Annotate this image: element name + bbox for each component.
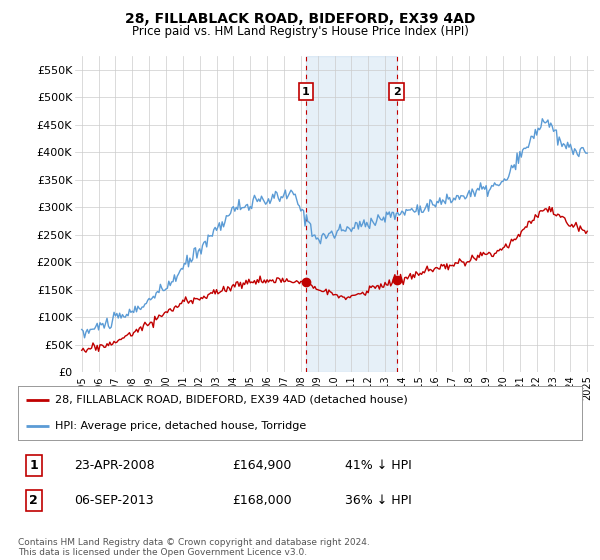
Text: 1: 1 xyxy=(302,87,310,97)
Text: £168,000: £168,000 xyxy=(232,494,292,507)
Text: 2: 2 xyxy=(392,87,400,97)
Text: 28, FILLABLACK ROAD, BIDEFORD, EX39 4AD (detached house): 28, FILLABLACK ROAD, BIDEFORD, EX39 4AD … xyxy=(55,395,407,405)
Text: 06-SEP-2013: 06-SEP-2013 xyxy=(74,494,154,507)
Text: 36% ↓ HPI: 36% ↓ HPI xyxy=(345,494,412,507)
Text: 41% ↓ HPI: 41% ↓ HPI xyxy=(345,459,412,472)
Bar xyxy=(306,56,397,372)
Text: 1: 1 xyxy=(29,459,38,472)
Text: Price paid vs. HM Land Registry's House Price Index (HPI): Price paid vs. HM Land Registry's House … xyxy=(131,25,469,38)
Text: HPI: Average price, detached house, Torridge: HPI: Average price, detached house, Torr… xyxy=(55,421,306,431)
Text: 2: 2 xyxy=(29,494,38,507)
Text: 28, FILLABLACK ROAD, BIDEFORD, EX39 4AD: 28, FILLABLACK ROAD, BIDEFORD, EX39 4AD xyxy=(125,12,475,26)
Text: Contains HM Land Registry data © Crown copyright and database right 2024.
This d: Contains HM Land Registry data © Crown c… xyxy=(18,538,370,557)
Text: £164,900: £164,900 xyxy=(232,459,292,472)
Text: 23-APR-2008: 23-APR-2008 xyxy=(74,459,155,472)
